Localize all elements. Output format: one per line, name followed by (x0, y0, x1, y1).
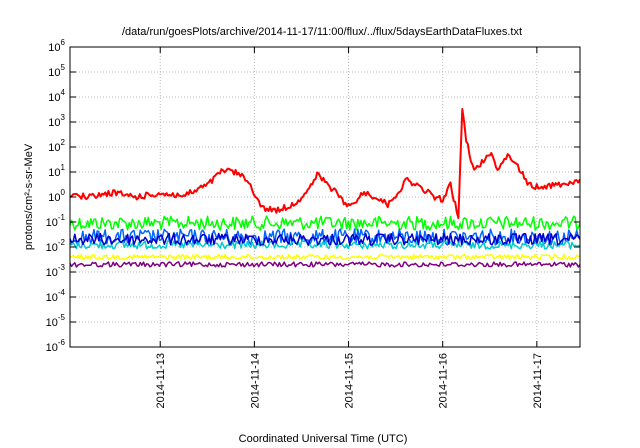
y-tick-label: 101 (48, 163, 65, 179)
x-tick-label: 2014-11-15 (344, 353, 356, 408)
series-layer (69, 108, 581, 268)
grid-lines (70, 47, 580, 347)
y-tick-label: 10-3 (46, 263, 66, 279)
x-axis-label: Coordinated Universal Time (UTC) (239, 433, 408, 445)
series-line (69, 228, 581, 246)
y-tick-label: 10-2 (46, 238, 66, 254)
y-tick-label: 105 (48, 63, 65, 79)
series-line (69, 108, 581, 219)
x-tick-label: 2014-11-13 (155, 353, 167, 408)
y-tick-label: 10-4 (46, 288, 66, 304)
x-tick-label: 2014-11-14 (249, 353, 261, 408)
y-tick-label: 100 (48, 188, 65, 204)
x-tick-label: 2014-11-16 (438, 353, 450, 408)
y-axis-ticks: 10-6 10-5 10-4 10-3 10-2 10-1 100 101 102 103 104 1… (46, 38, 580, 354)
y-tick-label: 102 (48, 138, 65, 154)
x-tick-label: 2014-11-17 (532, 353, 544, 408)
y-tick-label: 10-1 (46, 213, 66, 229)
y-tick-label: 10-5 (46, 313, 66, 329)
y-tick-label: 104 (48, 88, 65, 104)
series-line (69, 232, 581, 246)
series-line (69, 261, 581, 268)
y-tick-label: 10-6 (46, 338, 66, 354)
y-tick-label: 103 (48, 113, 65, 129)
series-line (69, 253, 581, 261)
x-axis-ticks: 2014-11-13 2014-11-14 2014-11-15 2014-11-16… (155, 47, 544, 408)
y-tick-label: 106 (48, 38, 65, 54)
chart-title: /data/run/goesPlots/archive/2014-11-17/1… (122, 26, 522, 38)
series-line (69, 215, 581, 231)
y-axis-label: protons/cm²-s-sr-MeV (23, 143, 35, 250)
series-line (69, 240, 581, 250)
